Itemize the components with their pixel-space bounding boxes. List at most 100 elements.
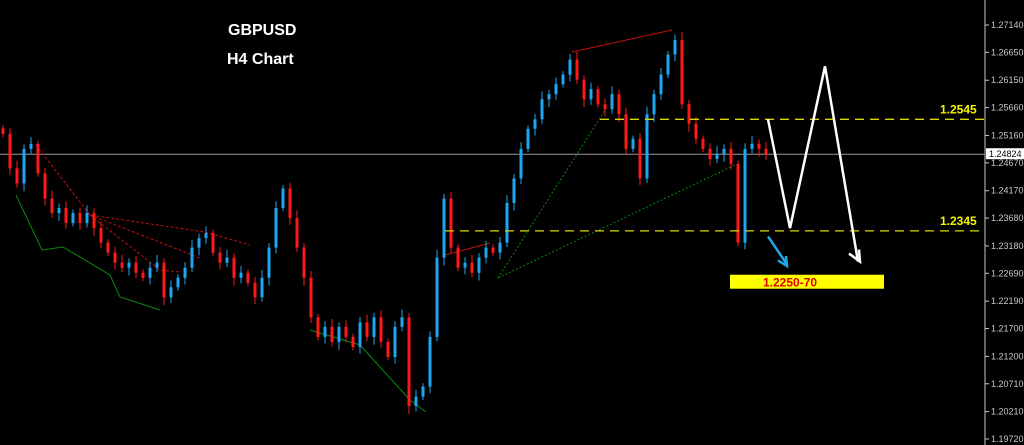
bull-candle — [715, 153, 719, 159]
y-tick-label: 1.23680 — [991, 213, 1024, 223]
bull-candle — [666, 54, 670, 75]
bear-candle — [470, 262, 474, 273]
bull-candle — [652, 94, 656, 115]
y-tick-label: 1.19720 — [991, 434, 1024, 444]
bear-candle — [344, 326, 348, 337]
bear-candle — [15, 168, 19, 184]
bear-candle — [617, 94, 621, 115]
target-zone-label: 1.2250-70 — [763, 276, 817, 290]
bear-candle — [113, 252, 117, 263]
bear-candle — [120, 262, 124, 268]
bull-candle — [540, 99, 544, 120]
resistance-trendline — [571, 29, 673, 53]
bull-candle — [722, 148, 726, 154]
bear-candle — [491, 247, 495, 253]
down-arrow-icon — [777, 255, 789, 269]
bear-candle — [386, 341, 390, 357]
y-tick-label: 1.20710 — [991, 379, 1024, 389]
bull-candle — [169, 287, 173, 298]
y-tick-label: 1.25160 — [991, 130, 1024, 140]
bull-candle — [659, 74, 663, 95]
bull-candle — [148, 267, 152, 278]
bull-candle — [428, 336, 432, 387]
bull-candle — [547, 94, 551, 100]
support-trendline — [497, 164, 736, 279]
bear-candle — [351, 336, 355, 347]
bear-candle — [687, 104, 691, 124]
bear-candle — [92, 213, 96, 229]
bear-candle — [407, 317, 411, 407]
bear-candle — [36, 143, 40, 174]
bull-candle — [260, 277, 264, 298]
bull-candle — [190, 247, 194, 268]
y-tick-label: 1.20210 — [991, 407, 1024, 417]
bear-candle — [295, 218, 299, 248]
bull-candle — [281, 188, 285, 209]
bear-candle — [302, 247, 306, 278]
bull-candle — [323, 326, 327, 337]
bull-candle — [85, 213, 89, 224]
bull-candle — [393, 326, 397, 357]
bear-candle — [680, 40, 684, 105]
bear-candle — [134, 262, 138, 273]
bear-candle — [575, 59, 579, 80]
bear-candle — [449, 198, 453, 248]
bear-candle — [99, 228, 103, 243]
bear-candle — [701, 138, 705, 149]
bear-candle — [64, 208, 68, 224]
bear-candle — [330, 326, 334, 342]
bull-candle — [743, 148, 747, 243]
bull-candle — [561, 74, 565, 85]
current-price-label: 1.24824 — [989, 149, 1022, 159]
bear-candle — [596, 89, 600, 105]
bear-candle — [162, 262, 166, 298]
bull-candle — [204, 233, 208, 239]
level-label: 1.2345 — [940, 214, 977, 228]
chart-title: GBPUSD — [228, 22, 297, 39]
bull-candle — [505, 202, 509, 243]
bull-candle — [484, 247, 488, 258]
bull-candle — [239, 272, 243, 278]
bull-candle — [225, 257, 229, 263]
bull-candle — [337, 326, 341, 342]
y-tick-label: 1.21200 — [991, 351, 1024, 361]
bear-candle — [253, 282, 257, 298]
bear-candle — [316, 317, 320, 337]
y-tick-label: 1.24670 — [991, 158, 1024, 168]
bull-candle — [421, 386, 425, 397]
bear-candle — [106, 242, 110, 253]
bear-candle — [736, 163, 740, 243]
bull-candle — [155, 262, 159, 268]
bear-candle — [603, 104, 607, 110]
bear-candle — [141, 272, 145, 278]
bear-candle — [638, 138, 642, 179]
y-tick-label: 1.25660 — [991, 103, 1024, 113]
chart-subtitle: H4 Chart — [227, 51, 294, 68]
bear-candle — [50, 198, 54, 214]
bull-candle — [435, 257, 439, 337]
bull-candle — [71, 213, 75, 224]
bear-candle — [232, 257, 236, 278]
support-trendline — [309, 329, 427, 413]
bear-candle — [43, 173, 47, 199]
bear-candle — [694, 123, 698, 139]
bull-candle — [589, 89, 593, 100]
target-zone-box — [730, 274, 884, 289]
bear-candle — [764, 148, 768, 155]
bull-candle — [610, 94, 614, 110]
bear-candle — [582, 79, 586, 100]
y-tick-label: 1.21700 — [991, 324, 1024, 334]
bear-candle — [708, 148, 712, 159]
resistance-fan-line — [35, 144, 251, 246]
bull-candle — [400, 317, 404, 327]
bull-candle — [414, 396, 418, 407]
bull-candle — [274, 208, 278, 248]
bear-candle — [211, 233, 215, 253]
bull-candle — [372, 317, 376, 337]
bull-candle — [568, 59, 572, 75]
bear-candle — [757, 143, 761, 149]
support-trendline — [15, 194, 161, 311]
bull-candle — [533, 119, 537, 129]
current-price-tag — [986, 148, 1024, 160]
